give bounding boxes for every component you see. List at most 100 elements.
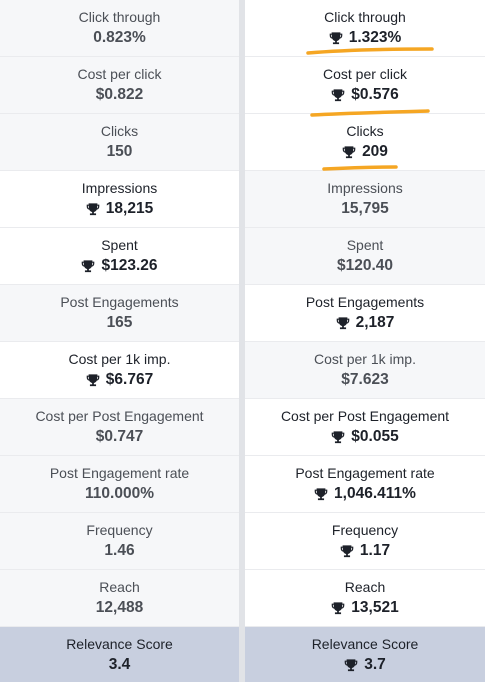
metric-label: Cost per Post Engagement [280,408,450,424]
metric-cell-post-engagements: Post Engagements 2,187 [245,285,485,342]
metric-value-wrap: $6.767 [86,370,153,390]
metric-value: 1.46 [104,542,135,559]
metric-value-wrap: 2,187 [336,313,395,333]
metric-cell-relevance-score: Relevance Score 3.7 [245,627,485,682]
metric-label: Post Engagements [305,294,425,310]
right-column: Click through 1.323% Cost per click $0.57… [245,0,485,682]
metric-value: 3.7 [364,655,386,673]
metric-value: 1.323% [348,29,402,46]
metric-cell-cost-per-1k-imp: Cost per 1k imp. $7.623 [245,342,485,399]
metric-value-wrap: $0.576 [331,85,399,105]
metric-label: Click through [324,9,406,25]
metric-value-wrap: 0.823% [93,28,146,48]
metric-value: 209 [362,143,388,160]
metric-value: 110.000% [85,485,154,502]
metric-value: $0.576 [351,86,399,103]
metric-cell-frequency: Frequency 1.46 [0,513,239,570]
metric-value: 13,521 [351,599,399,616]
metric-label: Frequency [331,522,399,538]
metric-cell-impressions: Impressions 15,795 [245,171,485,228]
metric-cell-post-engagement-rate: Post Engagement rate 1,046.411% [245,456,485,513]
metric-value-wrap: $0.055 [331,427,399,447]
metric-label: Post Engagements [60,294,179,310]
metric-cell-spent: Spent $120.40 [245,228,485,285]
metric-cell-reach: Reach 12,488 [0,570,239,627]
metric-cell-clicks: Clicks 150 [0,114,239,171]
metric-cell-reach: Reach 13,521 [245,570,485,627]
metric-value: $6.767 [105,371,154,388]
metric-label: Click through [78,9,161,25]
metric-value-wrap: $123.26 [81,256,158,276]
metric-cell-cost-per-click: Cost per click $0.822 [0,57,239,114]
metric-value-wrap: 165 [107,313,133,333]
metric-value-wrap: $120.40 [337,256,393,276]
metric-value-wrap: 110.000% [85,484,154,504]
metric-value: 165 [106,314,133,331]
column-divider [239,0,245,682]
metric-label: Cost per Post Engagement [35,408,204,424]
metric-value: $123.26 [101,257,158,274]
left-column: Click through 0.823% Cost per click $0.822 C… [0,0,239,682]
metric-cell-cost-per-post-engagement: Cost per Post Engagement $0.747 [0,399,239,456]
metric-cell-cost-per-post-engagement: Cost per Post Engagement $0.055 [245,399,485,456]
metric-cell-clicks: Clicks 209 [245,114,485,171]
metric-label: Cost per click [77,66,162,82]
metric-label: Spent [101,237,138,253]
metric-cell-spent: Spent $123.26 [0,228,239,285]
metric-value: 15,795 [341,200,389,217]
trophy-icon [86,202,100,216]
metric-value: 150 [106,143,133,160]
metric-value: $0.747 [95,428,144,445]
metric-value: $120.40 [336,257,394,274]
metric-cell-impressions: Impressions 18,215 [0,171,239,228]
metric-cell-cost-per-1k-imp: Cost per 1k imp. $6.767 [0,342,239,399]
metric-label: Relevance Score [311,635,419,652]
trophy-icon [331,601,345,615]
metric-label: Clicks [346,123,384,139]
metric-value: $0.822 [95,86,144,103]
metric-value-wrap: 209 [342,142,388,162]
trophy-icon [331,430,345,444]
metric-value: 12,488 [95,599,144,616]
metric-cell-post-engagement-rate: Post Engagement rate 110.000% [0,456,239,513]
metric-label: Frequency [86,522,153,538]
trophy-icon [340,544,354,558]
metric-value-wrap: 1.17 [340,541,390,561]
metric-cell-cost-per-click: Cost per click $0.576 [245,57,485,114]
metric-value: $0.055 [351,428,399,445]
metric-value-wrap: 18,215 [86,199,153,219]
metric-label: Spent [346,237,384,253]
metric-value: 0.823% [93,29,146,46]
metric-value-wrap: 15,795 [341,199,388,219]
trophy-icon [342,145,356,159]
metric-value-wrap: 1,046.411% [314,484,416,504]
metric-label: Post Engagement rate [295,465,435,481]
metric-value-wrap: 3.4 [109,655,131,675]
metric-value-wrap: $7.623 [341,370,388,390]
metric-value: 2,187 [355,314,395,331]
metric-label: Cost per 1k imp. [68,351,171,367]
metric-label: Impressions [327,180,403,196]
metric-value-wrap: 13,521 [331,598,399,618]
metric-cell-frequency: Frequency 1.17 [245,513,485,570]
metric-label: Reach [99,579,140,595]
trophy-icon [344,658,358,672]
trophy-icon [86,373,100,387]
metric-value-wrap: 3.7 [344,655,386,675]
metric-label: Cost per click [322,66,408,82]
trophy-icon [314,487,328,501]
metric-label: Cost per 1k imp. [314,351,416,367]
metric-label: Post Engagement rate [49,465,190,481]
metric-label: Impressions [81,180,158,196]
metric-label: Relevance Score [66,635,173,652]
metric-value: 1,046.411% [334,485,416,502]
metric-cell-click-through: Click through 0.823% [0,0,239,57]
metric-value: 3.4 [108,655,131,673]
trophy-icon [336,316,350,330]
metric-value: 18,215 [105,200,154,217]
metric-value-wrap: 1.323% [329,28,402,48]
trophy-icon [331,88,345,102]
trophy-icon [329,31,343,45]
metric-value: $7.623 [341,371,389,388]
